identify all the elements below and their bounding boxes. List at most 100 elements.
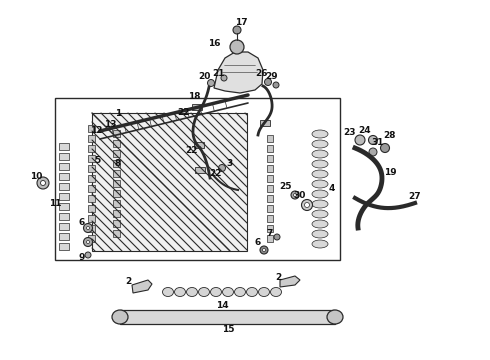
Bar — [59, 183, 69, 190]
Bar — [88, 145, 95, 152]
Circle shape — [294, 194, 296, 197]
Text: 28: 28 — [384, 131, 396, 140]
Text: 20: 20 — [198, 72, 210, 81]
Bar — [59, 163, 69, 170]
Ellipse shape — [222, 288, 234, 297]
Circle shape — [207, 80, 215, 86]
Text: 3: 3 — [226, 158, 232, 167]
Bar — [113, 190, 120, 197]
Circle shape — [233, 26, 241, 34]
Bar — [88, 235, 95, 242]
Bar — [267, 205, 273, 212]
Polygon shape — [132, 280, 152, 293]
Circle shape — [37, 177, 49, 189]
Text: 13: 13 — [104, 120, 116, 129]
Bar — [267, 195, 273, 202]
Text: 22: 22 — [185, 145, 197, 154]
Text: 9: 9 — [79, 253, 85, 262]
Ellipse shape — [312, 170, 328, 178]
Circle shape — [221, 75, 227, 81]
Bar — [88, 225, 95, 232]
Bar — [113, 210, 120, 217]
Ellipse shape — [312, 200, 328, 208]
Ellipse shape — [112, 310, 128, 324]
Bar — [59, 223, 69, 230]
Circle shape — [368, 135, 377, 144]
Bar — [194, 142, 204, 148]
Text: 22: 22 — [209, 168, 221, 177]
Bar — [59, 243, 69, 250]
Ellipse shape — [312, 180, 328, 188]
Bar — [260, 120, 270, 126]
Circle shape — [381, 144, 390, 153]
Text: 11: 11 — [49, 198, 61, 207]
Text: 2: 2 — [275, 274, 281, 283]
Bar — [88, 135, 95, 142]
Ellipse shape — [211, 288, 221, 297]
Text: 22: 22 — [177, 108, 189, 117]
Ellipse shape — [270, 288, 281, 297]
Text: 12: 12 — [90, 126, 102, 135]
Ellipse shape — [312, 160, 328, 168]
Text: 5: 5 — [94, 156, 100, 165]
Bar — [267, 225, 273, 232]
Bar — [59, 193, 69, 200]
Text: 1: 1 — [115, 108, 121, 117]
Circle shape — [274, 234, 280, 240]
Text: 10: 10 — [30, 171, 42, 180]
Bar — [113, 200, 120, 207]
Bar — [59, 213, 69, 220]
Circle shape — [304, 202, 310, 207]
Bar — [88, 185, 95, 192]
Circle shape — [83, 238, 93, 247]
Circle shape — [230, 40, 244, 54]
Ellipse shape — [259, 288, 270, 297]
Bar — [267, 185, 273, 192]
Bar — [267, 145, 273, 152]
Bar — [55, 98, 340, 260]
Text: 2: 2 — [125, 278, 131, 287]
Bar — [113, 220, 120, 227]
Text: 25: 25 — [280, 181, 292, 190]
Ellipse shape — [187, 288, 197, 297]
Text: 29: 29 — [266, 72, 278, 81]
Ellipse shape — [312, 190, 328, 198]
Bar — [113, 150, 120, 157]
Text: 18: 18 — [188, 91, 200, 100]
Ellipse shape — [198, 288, 210, 297]
Bar — [113, 230, 120, 237]
Bar — [120, 310, 335, 324]
Polygon shape — [280, 276, 300, 287]
Bar — [88, 155, 95, 162]
Circle shape — [265, 78, 271, 86]
Bar — [113, 180, 120, 187]
Bar — [192, 104, 202, 110]
Circle shape — [87, 226, 90, 230]
Bar — [267, 175, 273, 182]
Text: 26: 26 — [255, 68, 267, 77]
Ellipse shape — [312, 240, 328, 248]
Bar — [88, 175, 95, 182]
Bar — [267, 135, 273, 142]
Ellipse shape — [235, 288, 245, 297]
Text: 15: 15 — [222, 325, 234, 334]
Circle shape — [291, 191, 299, 199]
Bar — [113, 140, 120, 147]
Ellipse shape — [174, 288, 186, 297]
Text: 7: 7 — [267, 229, 273, 238]
Bar — [267, 155, 273, 162]
Circle shape — [41, 180, 46, 185]
Bar — [88, 165, 95, 172]
Circle shape — [263, 248, 266, 252]
Bar — [113, 160, 120, 167]
Circle shape — [219, 165, 225, 171]
Bar — [59, 173, 69, 180]
Circle shape — [369, 148, 377, 156]
Ellipse shape — [163, 288, 173, 297]
Circle shape — [273, 82, 279, 88]
Bar — [88, 205, 95, 212]
Ellipse shape — [312, 210, 328, 218]
Bar — [88, 195, 95, 202]
Bar — [88, 215, 95, 222]
Circle shape — [355, 135, 365, 145]
